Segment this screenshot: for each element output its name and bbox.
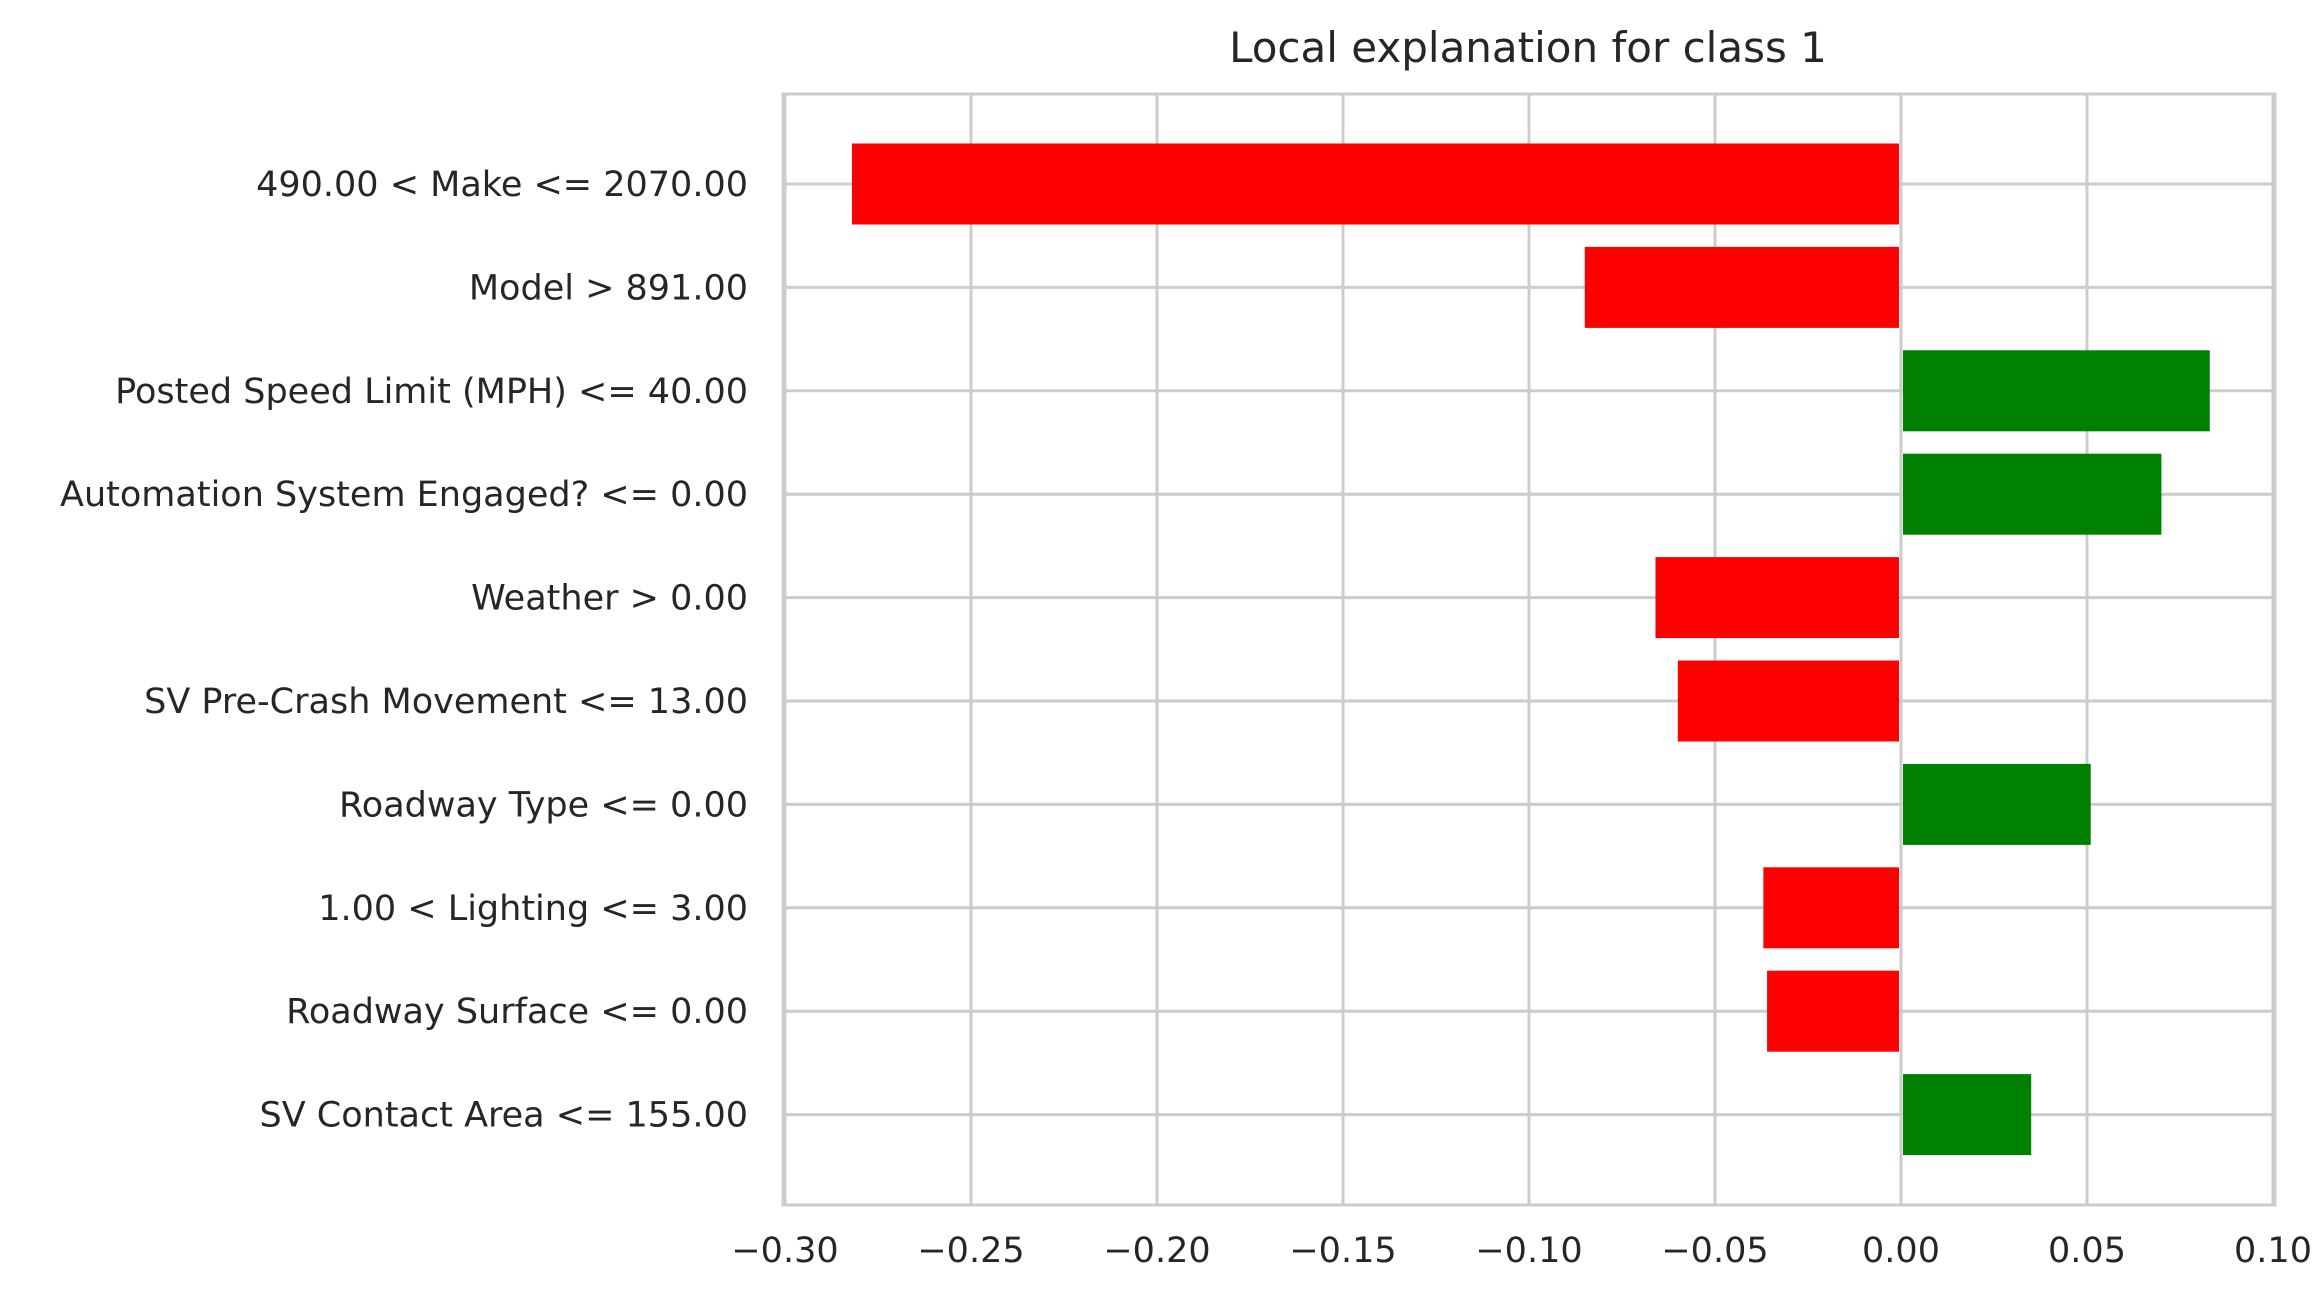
- x-tick-label: 0.10: [2234, 1231, 2312, 1271]
- axes-frame: [781, 92, 2277, 1207]
- x-tick-label: 0.05: [2048, 1231, 2126, 1271]
- y-tick-label: Weather > 0.00: [471, 579, 748, 619]
- y-tick-label: Roadway Type <= 0.00: [339, 785, 748, 825]
- x-tick-labels: −0.30 −0.25 −0.20 −0.15 −0.10 −0.05 0.00 0.05 0.…: [731, 1231, 2312, 1271]
- bar: [1903, 453, 2162, 535]
- bar: [1655, 557, 1899, 639]
- bar: [1903, 763, 2091, 845]
- y-tick-label: Posted Speed Limit (MPH) <= 40.00: [115, 372, 748, 412]
- bar: [1767, 970, 1899, 1052]
- x-tick-label: −0.15: [1289, 1231, 1396, 1271]
- y-tick-labels: 490.00 < Make <= 2070.00 Model > 891.00 Po…: [60, 165, 748, 1136]
- x-tick-label: −0.05: [1661, 1231, 1768, 1271]
- x-tick-label: −0.20: [1103, 1231, 1210, 1271]
- x-tick-label: −0.10: [1475, 1231, 1582, 1271]
- y-tick-label: 1.00 < Lighting <= 3.00: [318, 889, 748, 929]
- bar: [851, 143, 1900, 225]
- bar: [1584, 246, 1899, 328]
- bars: [851, 143, 2210, 1156]
- chart-title: Local explanation for class 1: [1229, 23, 1827, 72]
- bar: [1903, 1074, 2032, 1156]
- y-tick-label: SV Pre-Crash Movement <= 13.00: [144, 682, 748, 722]
- y-tick-label: 490.00 < Make <= 2070.00: [256, 165, 748, 205]
- x-tick-label: −0.25: [917, 1231, 1024, 1271]
- bar: [1677, 660, 1899, 742]
- bar: [1903, 350, 2210, 432]
- y-tick-label: Model > 891.00: [469, 268, 748, 308]
- y-tick-label: Automation System Engaged? <= 0.00: [60, 475, 748, 515]
- grid-lines: [783, 94, 2275, 1205]
- bar: [1763, 867, 1899, 949]
- x-tick-label: 0.00: [1862, 1231, 1940, 1271]
- y-tick-label: Roadway Surface <= 0.00: [286, 992, 748, 1032]
- y-tick-label: SV Contact Area <= 155.00: [260, 1096, 749, 1136]
- x-tick-label: −0.30: [731, 1231, 838, 1271]
